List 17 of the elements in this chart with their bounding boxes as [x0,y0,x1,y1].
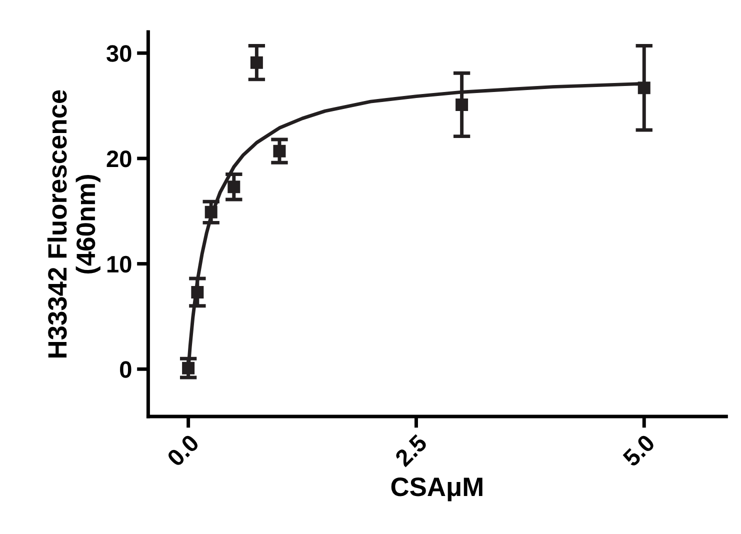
point [250,56,263,69]
x-tick-label: 0.0 [166,434,200,468]
point [273,144,286,158]
y-tick-label: 10 [107,256,132,273]
x-axis-title: CSAμM [391,478,482,502]
point [204,206,218,218]
y-axis-title: H33342 Fluorescence (460nm) [47,90,100,358]
point [228,180,240,194]
x-tick-label: 5.0 [622,434,656,468]
point [191,286,204,298]
y-tick-label: 0 [120,361,132,378]
x-tick-label: 2.5 [394,433,428,468]
point [456,98,468,111]
point [182,362,195,374]
y-tick-label: 20 [106,150,132,168]
point [638,82,650,94]
y-tick-label: 30 [106,45,132,62]
